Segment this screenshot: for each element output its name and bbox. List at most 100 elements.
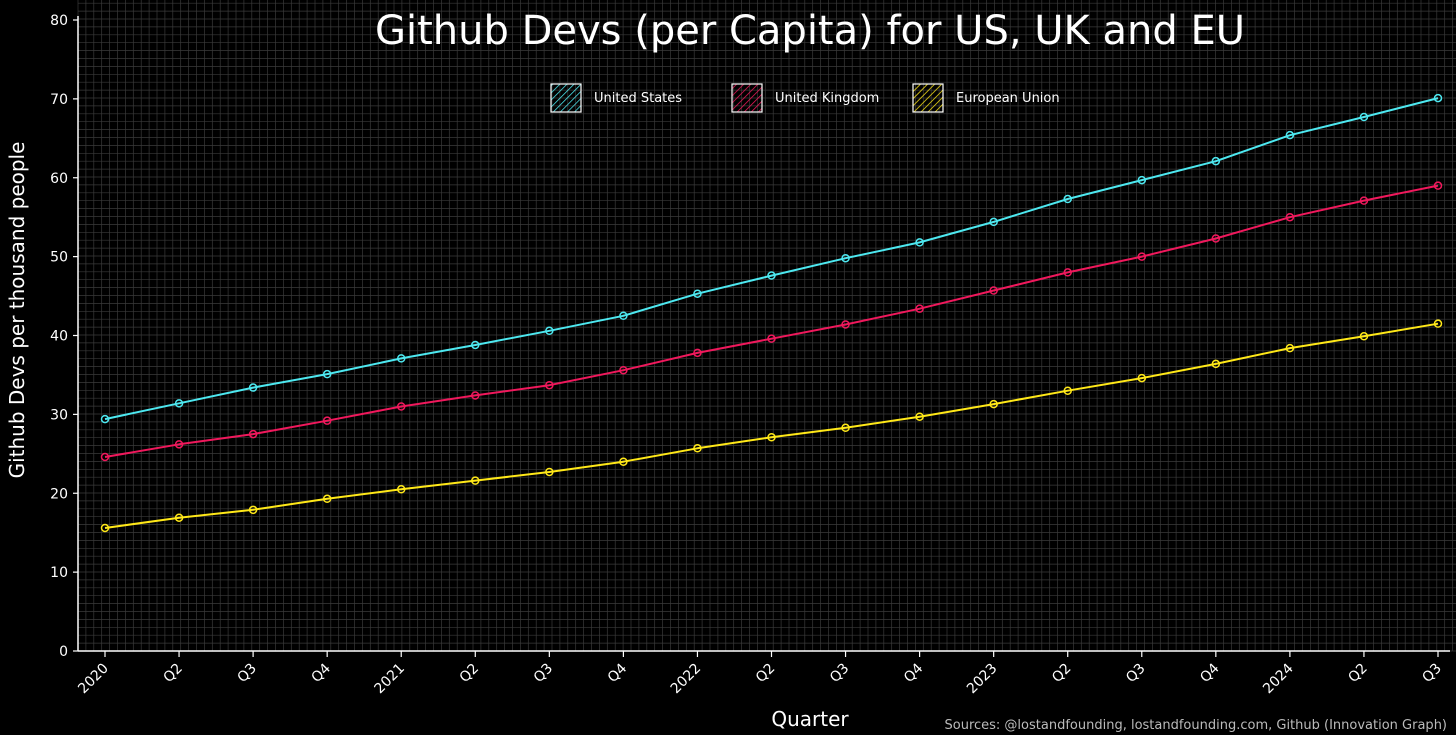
x-tick-label: 2021 (372, 661, 409, 698)
data-point-united-kingdom (248, 429, 258, 439)
x-tick-label: Q3 (1123, 661, 1148, 686)
data-point-european-union (915, 412, 924, 421)
series-european-union (100, 319, 1443, 533)
x-tick-label: 2022 (668, 661, 705, 698)
x-tick-label: Q4 (901, 660, 926, 685)
data-point-united-states (248, 383, 258, 392)
data-point-united-kingdom (619, 365, 628, 375)
y-tick-label: 70 (50, 92, 68, 108)
y-tick-label: 20 (50, 486, 68, 502)
data-point-european-union (471, 476, 480, 485)
data-point-united-kingdom (693, 348, 702, 358)
data-point-european-union (841, 423, 850, 433)
data-point-european-union (100, 523, 110, 533)
legend-swatch-european-union (912, 83, 944, 113)
data-point-united-states (471, 340, 480, 350)
legend-item-united-states: United States (550, 83, 682, 113)
x-tick-label: Q3 (1419, 661, 1444, 686)
data-point-united-kingdom (767, 334, 776, 343)
series-united-kingdom (100, 181, 1443, 462)
legend-item-united-kingdom: United Kingdom (731, 83, 879, 113)
x-tick-label: 2020 (75, 661, 112, 698)
data-point-european-union (396, 485, 406, 494)
x-tick-label: Q4 (605, 660, 630, 685)
data-point-united-kingdom (841, 320, 850, 329)
data-point-european-union (1211, 359, 1221, 369)
data-point-united-kingdom (174, 440, 184, 449)
y-tick-label: 60 (50, 171, 68, 187)
series-line-united-states (104, 97, 1439, 421)
y-tick-label: 10 (50, 565, 68, 581)
data-point-european-union (322, 494, 332, 504)
data-point-united-kingdom (915, 304, 924, 313)
data-point-european-union (1433, 319, 1443, 328)
data-point-united-kingdom (1063, 268, 1072, 277)
data-point-european-union (1359, 332, 1369, 341)
data-point-united-kingdom (1433, 181, 1443, 190)
series-lines (100, 93, 1443, 533)
data-point-united-kingdom (1285, 212, 1295, 222)
y-tick-label: 80 (50, 13, 68, 29)
data-point-european-union (1063, 386, 1072, 395)
data-point-united-kingdom (322, 416, 332, 425)
chart-title: Github Devs (per Capita) for US, UK and … (375, 8, 1245, 54)
x-tick-label: Q4 (1197, 660, 1222, 685)
x-tick-label: 2024 (1260, 660, 1297, 697)
data-point-united-states (915, 238, 924, 247)
data-point-united-states (1063, 194, 1072, 204)
data-point-united-states (396, 354, 406, 363)
data-point-united-states (1433, 93, 1443, 103)
data-point-european-union (767, 432, 776, 442)
series-line-united-kingdom (104, 184, 1439, 458)
data-point-united-states (1285, 130, 1295, 140)
data-point-united-kingdom (989, 286, 998, 295)
legend-item-european-union: European Union (912, 83, 1060, 113)
data-point-united-states (174, 399, 184, 408)
data-point-united-kingdom (471, 391, 480, 400)
data-point-united-kingdom (545, 380, 554, 390)
legend-label-european-union: European Union (956, 91, 1060, 106)
legend-swatch-united-kingdom (731, 83, 763, 113)
data-point-european-union (248, 505, 258, 515)
legend-label-united-kingdom: United Kingdom (775, 91, 879, 106)
x-tick-label: Q4 (309, 660, 334, 685)
data-point-european-union (545, 467, 554, 477)
x-tick-label: Q3 (827, 661, 852, 686)
data-point-united-states (693, 289, 702, 298)
data-point-united-states (1359, 112, 1369, 122)
data-point-european-union (1137, 373, 1147, 383)
data-point-united-states (619, 311, 628, 321)
data-point-european-union (693, 444, 702, 453)
data-point-united-kingdom (396, 402, 406, 411)
grid (77, 0, 1456, 652)
data-point-european-union (1285, 343, 1295, 353)
data-point-european-union (989, 399, 998, 409)
series-united-states (100, 93, 1443, 424)
legend-label-united-states: United States (594, 91, 682, 106)
x-axis-label: Quarter (771, 707, 849, 731)
x-tick-label: Q2 (160, 661, 185, 686)
x-tick-label: 2023 (964, 661, 1001, 698)
data-point-united-states (841, 253, 850, 263)
x-tick-label: Q2 (1345, 661, 1370, 686)
data-point-united-states (100, 414, 110, 424)
y-tick-label: 40 (50, 329, 68, 345)
data-point-united-kingdom (100, 452, 110, 462)
y-axis-label: Github Devs per thousand people (5, 142, 29, 479)
legend: United States United Kingdom European Unio… (550, 83, 1060, 113)
data-point-united-states (767, 271, 776, 280)
data-point-united-kingdom (1359, 196, 1369, 205)
data-point-united-kingdom (1211, 234, 1221, 243)
x-tick-label: Q3 (531, 661, 556, 686)
x-tick-label: Q3 (235, 661, 260, 686)
data-point-united-kingdom (1137, 252, 1147, 261)
x-tick-label: Q2 (457, 661, 482, 686)
data-point-united-states (1137, 175, 1147, 185)
series-line-european-union (104, 322, 1439, 529)
data-point-united-states (322, 369, 332, 379)
legend-swatch-united-states (550, 83, 582, 113)
data-point-united-states (545, 326, 554, 336)
y-tick-label: 50 (50, 250, 68, 266)
